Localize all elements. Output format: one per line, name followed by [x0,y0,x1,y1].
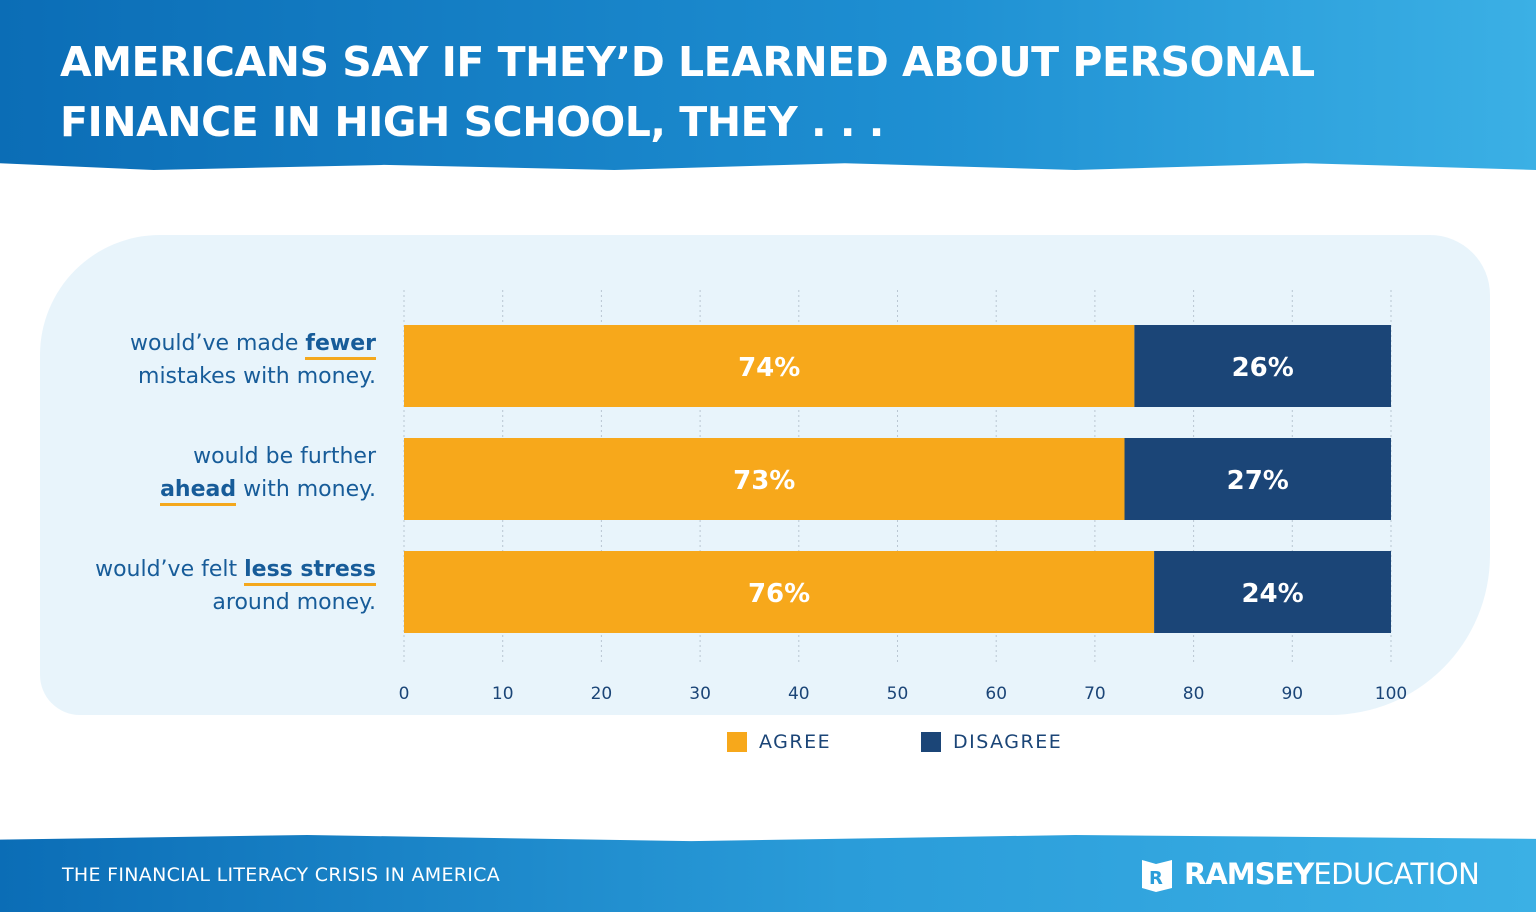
label-text: would’ve felt [95,557,245,582]
x-tick-label: 70 [1084,684,1106,704]
label-text: would’ve made [129,331,306,356]
footer-banner [0,835,1536,912]
ramsey-education-logo: R RAMSEY EDUCATION [1140,856,1480,892]
category-label: would’ve made fewer mistakes with money. [130,327,376,393]
category-label-line: would be further [160,440,376,473]
data-label: 73% [733,466,795,496]
legend-agree: AGREE [727,731,831,753]
legend-swatch-disagree [921,732,941,752]
svg-text:R: R [1149,868,1163,889]
page-title: AMERICANS SAY IF THEY’D LEARNED ABOUT PE… [60,38,1315,146]
bar-agree [404,325,1135,407]
bar-agree [404,551,1155,633]
category-label-line: ahead with money. [160,473,376,506]
category-label: would be further ahead with money. [160,440,376,506]
emphasized-word: less stress [244,557,376,586]
label-text: with money. [236,477,376,502]
label-text: mistakes with money. [138,364,376,389]
logo-text-light: EDUCATION [1313,857,1480,891]
label-text: around money. [212,590,376,615]
x-tick-label: 30 [689,684,711,704]
bar-disagree [1124,438,1391,520]
x-tick-label: 50 [887,684,909,704]
x-tick-label: 90 [1281,684,1303,704]
label-text: would be further [193,444,376,469]
x-tick-label: 100 [1375,684,1407,704]
data-label: 27% [1227,466,1289,496]
emphasized-word: ahead [160,477,237,506]
data-label: 74% [738,353,800,383]
bar-agree [404,438,1125,520]
bar-disagree [1154,551,1391,633]
x-tick-label: 10 [492,684,514,704]
x-tick-label: 20 [591,684,613,704]
bar-disagree [1134,325,1391,407]
logo-text-bold: RAMSEY [1184,857,1314,891]
category-label-line: would’ve made fewer [130,327,376,360]
category-label-line: around money. [95,586,376,619]
legend-label-disagree: DISAGREE [953,731,1063,753]
x-tick-label: 40 [788,684,810,704]
header-banner [0,0,1536,170]
x-tick-label: 60 [985,684,1007,704]
book-r-icon: R [1142,860,1172,892]
data-label: 24% [1241,579,1303,609]
legend-disagree: DISAGREE [921,731,1062,753]
emphasized-word: fewer [305,331,376,360]
footer-text: THE FINANCIAL LITERACY CRISIS IN AMERICA [62,864,501,886]
category-label-line: would’ve felt less stress [95,553,376,586]
x-tick-label: 0 [399,684,410,704]
data-label: 26% [1232,353,1294,383]
legend-swatch-agree [727,732,747,752]
data-label: 76% [748,579,810,609]
category-label: would’ve felt less stress around money. [95,553,376,619]
category-label-line: mistakes with money. [130,360,376,393]
x-tick-label: 80 [1183,684,1205,704]
legend-label-agree: AGREE [759,731,832,753]
